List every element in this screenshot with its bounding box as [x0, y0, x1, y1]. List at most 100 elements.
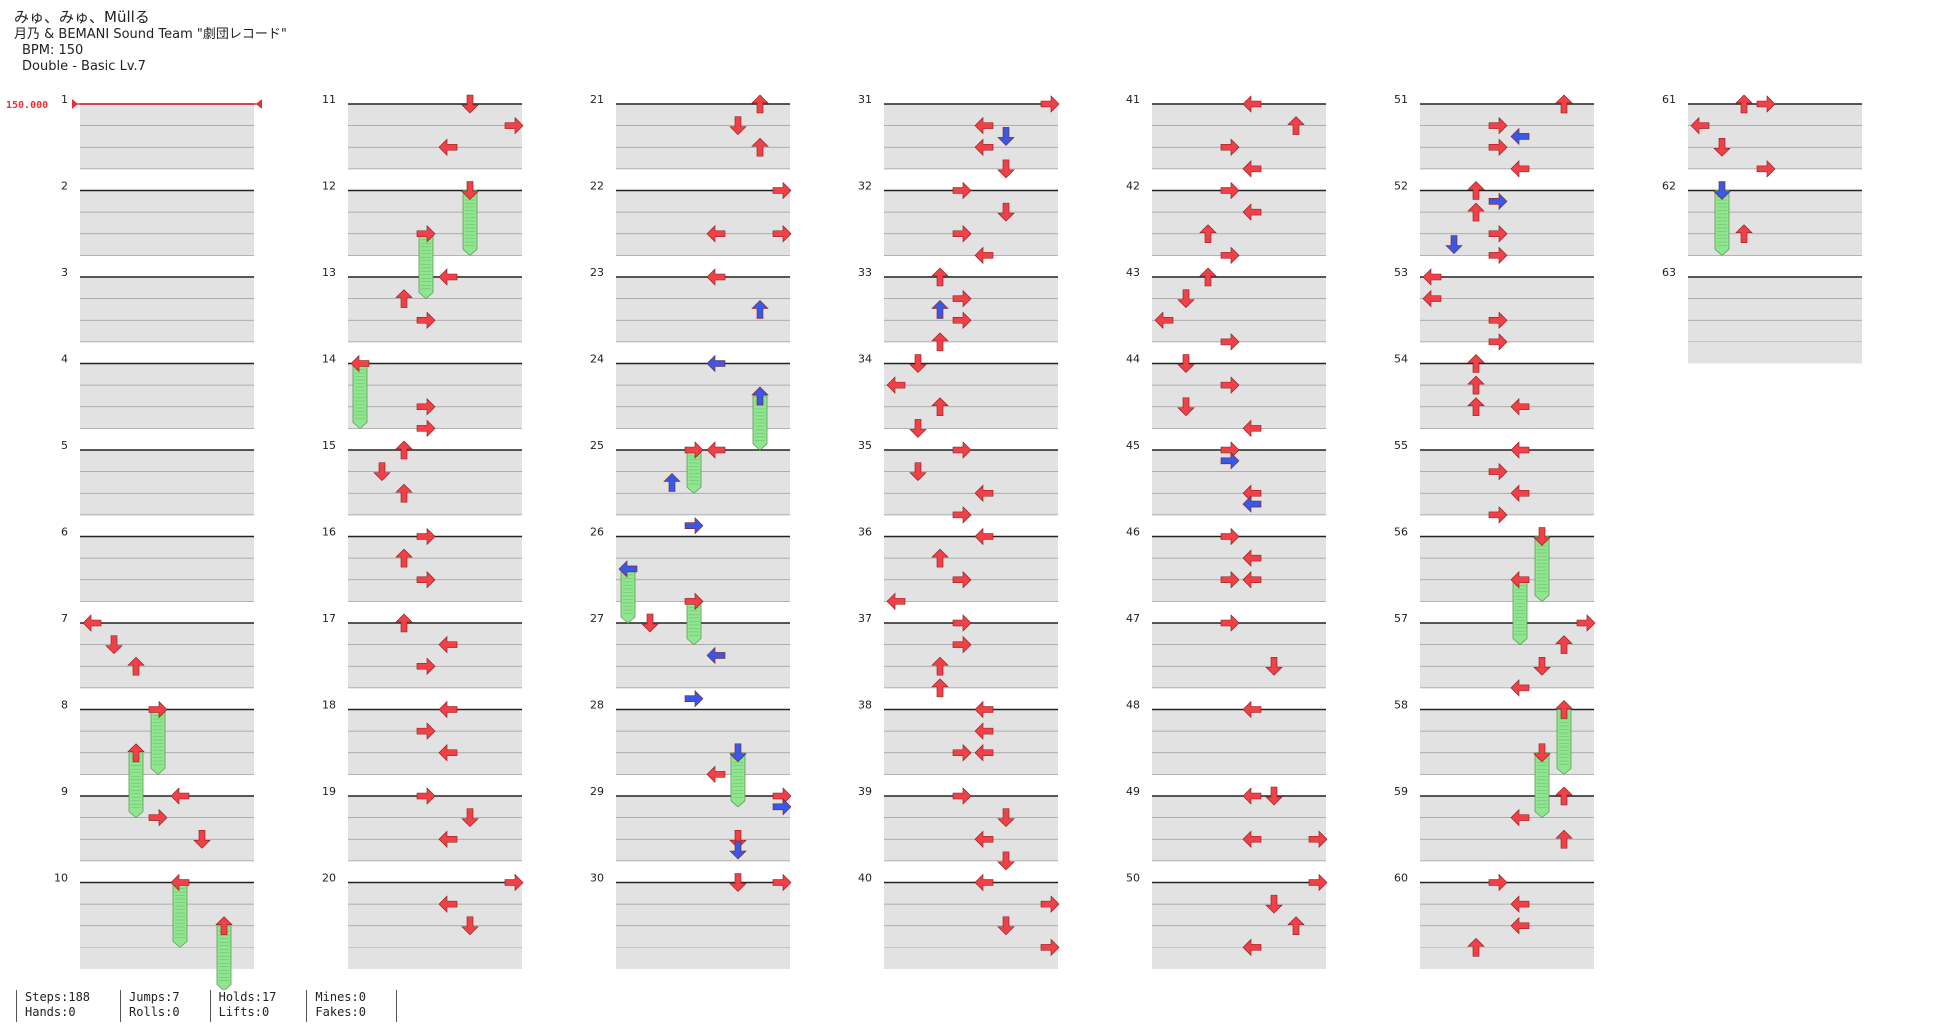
beat-band — [348, 104, 522, 126]
up-arrow-icon — [395, 440, 413, 460]
beat-band — [80, 471, 254, 494]
beat-band — [1420, 104, 1594, 126]
left-arrow-icon — [1242, 203, 1262, 221]
left-arrow-icon — [1242, 419, 1262, 438]
measure-number: 4 — [61, 353, 68, 366]
beat-band — [1152, 882, 1326, 905]
measure-number: 19 — [322, 785, 336, 798]
left-arrow-icon — [1242, 700, 1262, 719]
stat-hands: Hands:0 — [25, 1005, 76, 1019]
measure-number: 14 — [322, 353, 336, 366]
up-arrow-icon — [931, 548, 949, 568]
measure-number: 7 — [61, 612, 68, 625]
measure-number: 6 — [61, 526, 68, 539]
beat-band — [1152, 471, 1326, 494]
left-arrow-icon — [706, 268, 726, 286]
beat-band — [1420, 882, 1594, 905]
beat-band — [1152, 406, 1326, 429]
measure-number: 52 — [1394, 180, 1408, 193]
up-arrow-icon — [127, 656, 145, 676]
beat-band — [1420, 904, 1594, 926]
right-arrow-icon — [1308, 873, 1328, 892]
stats-divider — [395, 990, 397, 1022]
left-arrow-icon — [1510, 441, 1530, 459]
measure-number: 11 — [322, 93, 336, 106]
measure-number: 15 — [322, 439, 336, 452]
beat-band — [80, 363, 254, 386]
right-arrow-icon — [416, 225, 436, 243]
bpm-marker-left — [72, 99, 78, 109]
beat-band — [348, 450, 522, 472]
down-arrow-icon — [909, 462, 927, 482]
down-arrow-icon — [909, 419, 927, 438]
left-arrow-icon — [974, 700, 994, 719]
up-arrow-icon — [931, 678, 949, 698]
measure-number: 2 — [61, 180, 68, 193]
beat-band — [1152, 385, 1326, 407]
right-arrow-icon — [952, 571, 972, 589]
down-arrow-icon — [997, 808, 1015, 828]
left-arrow-icon — [438, 268, 458, 286]
beat-band — [348, 190, 522, 213]
beat-band — [1420, 385, 1594, 407]
beat-band — [884, 925, 1058, 948]
right-arrow-icon — [1220, 181, 1240, 200]
right-arrow-icon — [1756, 160, 1776, 178]
beat-band — [348, 904, 522, 926]
left-arrow-icon — [974, 527, 994, 546]
beat-band — [884, 536, 1058, 559]
right-arrow-icon — [416, 657, 436, 675]
beat-band — [616, 817, 790, 840]
beat-band — [1152, 796, 1326, 818]
beat-band — [348, 125, 522, 148]
beat-band — [1688, 320, 1862, 342]
right-arrow-icon — [416, 571, 436, 589]
right-arrow-icon — [416, 722, 436, 740]
down-arrow-icon — [729, 829, 747, 849]
beat-band — [1420, 817, 1594, 840]
left-arrow-icon — [706, 646, 726, 665]
beat-band — [1152, 298, 1326, 321]
right-arrow-icon — [416, 419, 436, 438]
left-arrow-icon — [974, 116, 994, 135]
beat-band — [1152, 190, 1326, 213]
down-arrow-icon — [1177, 354, 1195, 373]
beat-band — [616, 644, 790, 667]
beat-band — [884, 406, 1058, 429]
beat-band — [348, 731, 522, 753]
beat-band — [884, 644, 1058, 667]
left-arrow-icon — [438, 744, 458, 762]
left-arrow-icon — [1510, 160, 1530, 178]
beat-band — [1152, 536, 1326, 559]
down-arrow-icon — [1265, 894, 1283, 914]
beat-band — [616, 277, 790, 299]
stats-group: Jumps:7 Rolls:0 — [120, 990, 192, 1022]
beat-band — [1152, 579, 1326, 602]
measure-number: 47 — [1126, 612, 1140, 625]
left-arrow-icon — [1242, 938, 1262, 957]
measure-number: 41 — [1126, 93, 1140, 106]
measure-number: 22 — [590, 180, 604, 193]
beat-band — [616, 925, 790, 948]
up-arrow-icon — [215, 916, 233, 936]
measure-number: 1 — [61, 93, 68, 106]
measure-number: 60 — [1394, 872, 1408, 885]
hold-body — [686, 449, 702, 494]
beat-band — [1152, 752, 1326, 775]
measure-number: 24 — [590, 353, 604, 366]
beat-band — [348, 623, 522, 645]
down-arrow-icon — [641, 613, 659, 633]
down-arrow-icon — [373, 462, 391, 482]
up-arrow-icon — [931, 656, 949, 676]
right-arrow-icon — [1040, 938, 1060, 957]
stat-rolls: Rolls:0 — [129, 1005, 180, 1019]
beat-band — [616, 752, 790, 775]
beat-band — [884, 579, 1058, 602]
right-arrow-icon — [772, 181, 792, 200]
right-arrow-icon — [1488, 333, 1508, 351]
up-arrow-icon — [395, 548, 413, 568]
beat-band — [348, 493, 522, 515]
measure-number: 38 — [858, 699, 872, 712]
beat-band — [80, 623, 254, 645]
right-arrow-icon — [416, 527, 436, 546]
